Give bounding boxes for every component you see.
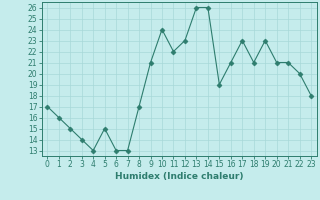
X-axis label: Humidex (Indice chaleur): Humidex (Indice chaleur) [115, 172, 244, 181]
